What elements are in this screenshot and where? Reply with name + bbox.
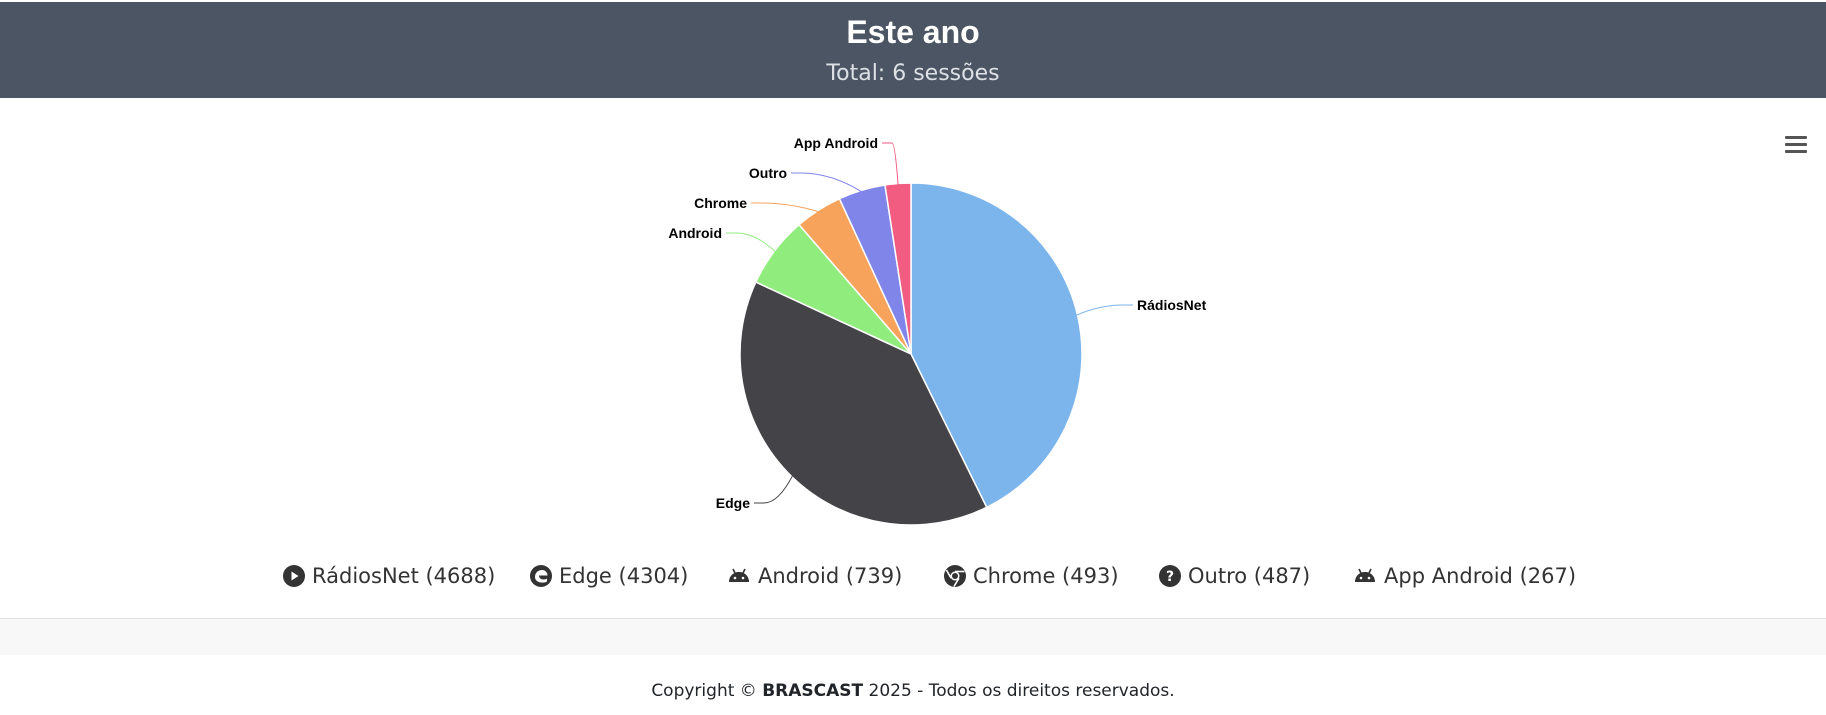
data-label: Android: [668, 225, 722, 241]
data-label-connector: [1075, 304, 1133, 317]
legend-label: Outro (487): [1188, 564, 1311, 588]
legend-item-edge[interactable]: Edge (4304): [529, 561, 688, 591]
svg-text:?: ?: [1166, 569, 1174, 585]
chart-title: Este ano: [846, 14, 980, 50]
chart-menu-button[interactable]: [1782, 134, 1810, 156]
question-circle-icon: ?: [1159, 565, 1181, 587]
legend-label: Chrome (493): [973, 564, 1119, 588]
footer-brand: BRASCAST: [762, 681, 864, 701]
legend-label: App Android (267): [1384, 564, 1577, 588]
data-label-connector: [751, 202, 820, 213]
data-label: Outro: [749, 165, 787, 181]
footer-copyright-suffix: 2025 - Todos os direitos reservados.: [863, 681, 1175, 701]
legend-label: Android (739): [758, 564, 903, 588]
data-label: Edge: [716, 495, 750, 511]
data-label: App Android: [794, 135, 878, 151]
data-label: Chrome: [694, 195, 747, 211]
chart-card: Este ano Total: 6 sessões RádiosNet Edge A…: [0, 0, 1826, 619]
android-icon: [729, 568, 749, 582]
footer-copyright-prefix: Copyright ©: [651, 681, 763, 701]
legend-item-outro[interactable]: ? Outro (487): [1158, 561, 1310, 591]
edge-icon: [530, 565, 552, 587]
legend-item-app-android[interactable]: App Android (267): [1352, 561, 1576, 591]
content-spacer: [0, 619, 1826, 655]
legend-item-radiosnet[interactable]: RádiosNet (4688): [282, 561, 495, 591]
chrome-icon: [944, 565, 966, 587]
data-label-connector: [726, 232, 777, 253]
data-label: RádiosNet: [1137, 297, 1207, 313]
legend-label: RádiosNet (4688): [312, 564, 496, 588]
page-footer: Copyright © BRASCAST 2025 - Todos os dir…: [0, 681, 1826, 701]
chart-header: Este ano Total: 6 sessões: [0, 2, 1826, 98]
pie-slice-edge[interactable]: [739, 281, 988, 526]
data-label-connector: [754, 474, 794, 504]
data-label-connector: [791, 172, 863, 193]
android-icon: [1355, 568, 1375, 582]
data-label-connector: [882, 142, 899, 186]
play-circle-icon: [283, 565, 305, 587]
chart-legend: RádiosNet (4688) Edge (4304) Android (73…: [0, 561, 1826, 591]
legend-label: Edge (4304): [559, 564, 689, 588]
chart-subtitle: Total: 6 sessões: [826, 61, 1000, 86]
legend-item-android[interactable]: Android (739): [726, 561, 902, 591]
legend-item-chrome[interactable]: Chrome (493): [943, 561, 1119, 591]
